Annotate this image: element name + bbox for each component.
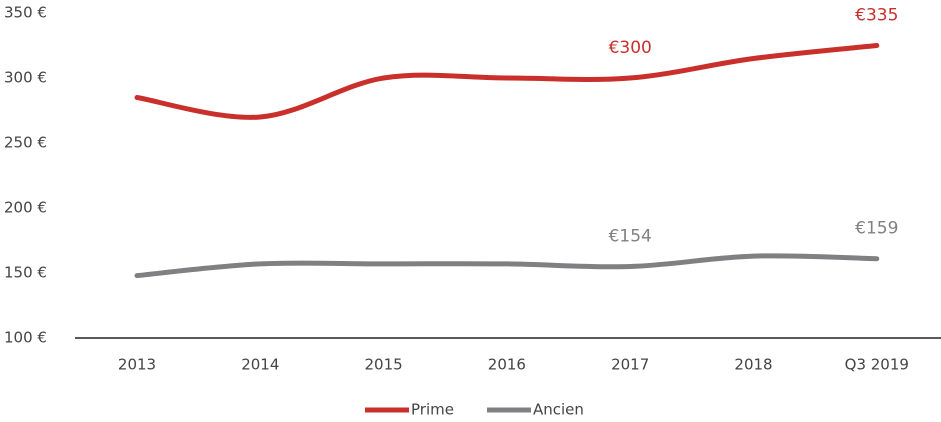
annotation: €335 (855, 6, 898, 26)
legend-label: Prime (411, 401, 454, 419)
x-tick-label: Q3 2019 (845, 356, 909, 374)
annotation: €159 (855, 219, 898, 239)
y-tick-label: 300 € (4, 69, 47, 87)
annotation: €300 (609, 38, 652, 58)
annotation: €154 (609, 227, 652, 247)
y-tick-label: 250 € (4, 134, 47, 152)
x-tick-label: 2014 (241, 356, 279, 374)
line-series (134, 253, 880, 279)
x-tick-label: 2015 (365, 356, 403, 374)
y-tick-label: 350 € (4, 4, 47, 22)
x-tick-label: 2016 (488, 356, 526, 374)
x-tick-label: 2017 (611, 356, 649, 374)
legend-label: Ancien (533, 401, 584, 419)
y-tick-label: 200 € (4, 199, 47, 217)
x-tick-label: 2013 (118, 356, 156, 374)
y-tick-label: 100 € (4, 329, 47, 347)
y-tick-label: 150 € (4, 264, 47, 282)
x-tick-label: 2018 (734, 356, 772, 374)
line-series (134, 43, 880, 120)
